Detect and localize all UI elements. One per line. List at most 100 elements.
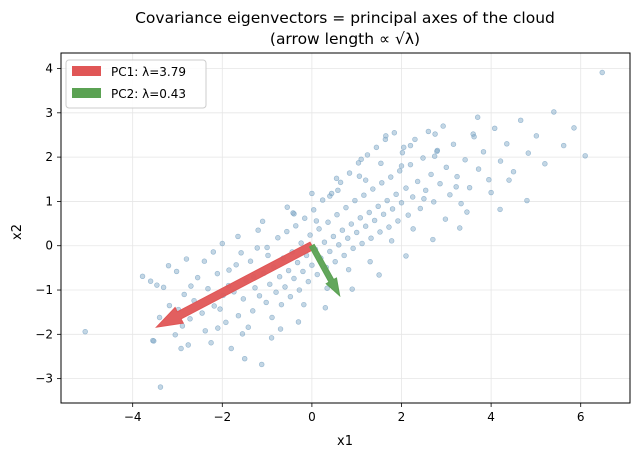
scatter-point <box>373 144 380 151</box>
scatter-point <box>542 161 548 167</box>
scatter-point <box>339 227 346 233</box>
scatter-point <box>475 166 482 172</box>
scatter-point <box>355 160 362 166</box>
legend-swatch-pc2 <box>72 88 101 98</box>
scatter-point <box>407 142 414 149</box>
scatter-point <box>466 184 473 191</box>
scatter-point <box>354 229 360 236</box>
scatter-point <box>356 173 363 179</box>
scatter-point <box>287 293 294 300</box>
scatter-point <box>256 293 263 299</box>
scatter-point <box>327 248 333 255</box>
scatter-point <box>309 262 315 268</box>
scatter-point <box>357 215 363 221</box>
scatter-point <box>172 332 178 338</box>
scatter-point <box>388 174 394 180</box>
scatter-point <box>470 131 476 137</box>
scatter-point <box>430 236 436 243</box>
scatter-point <box>241 355 248 362</box>
scatter-point <box>437 180 443 187</box>
scatter-point <box>443 164 450 171</box>
scatter-point <box>432 131 438 137</box>
scatter-point <box>199 310 205 316</box>
scatter-point <box>533 133 540 139</box>
scatter-point <box>156 314 163 321</box>
scatter-point <box>325 219 331 225</box>
scatter-point <box>341 252 347 259</box>
scatter-point <box>269 314 275 321</box>
scatter-point <box>497 158 504 164</box>
scatter-point <box>491 125 498 132</box>
eigenvector-arrows <box>155 241 341 328</box>
scatter-point <box>371 217 378 224</box>
plot-frame <box>60 52 631 404</box>
scatter-point <box>259 361 265 368</box>
scatter-point <box>208 340 214 346</box>
scatter-point <box>278 301 285 308</box>
scatter-point <box>185 342 191 348</box>
scatter-point <box>384 197 390 204</box>
y-tick-label: 4 <box>45 62 53 76</box>
scatter-point <box>228 345 234 352</box>
scatter-point <box>215 325 221 331</box>
scatter-point <box>457 225 463 231</box>
scatter-point <box>291 211 297 217</box>
scatter-point <box>571 125 577 131</box>
scatter-point <box>454 173 460 180</box>
scatter-point <box>375 203 381 209</box>
scatter-point <box>321 239 328 245</box>
scatter-point <box>393 191 399 198</box>
scatter-point <box>335 187 341 194</box>
scatter-point <box>330 233 337 240</box>
scatter-point <box>173 268 180 275</box>
scatter-point <box>410 194 416 200</box>
scatter-point <box>379 180 385 186</box>
scatter-point <box>497 206 503 213</box>
scatter-point <box>233 262 239 268</box>
scatter-point <box>265 252 271 259</box>
scatter-point <box>405 212 411 218</box>
scatter-point <box>599 69 605 76</box>
scatter-point <box>319 197 326 203</box>
scatter-point <box>235 233 241 240</box>
scatter-point <box>391 130 398 136</box>
scatter-point <box>417 205 424 212</box>
scatter-point <box>486 177 492 183</box>
scatter-point <box>284 204 290 210</box>
scatter-point <box>421 196 427 202</box>
scatter-point <box>314 271 320 278</box>
scatter-point <box>235 313 242 319</box>
scatter-point <box>345 266 352 273</box>
scatter-point <box>488 189 494 196</box>
scatter-point <box>309 190 315 197</box>
scatter-point <box>333 175 340 182</box>
scatter-point <box>239 331 246 337</box>
y-axis-label: x2 <box>10 224 25 240</box>
scatter-point <box>284 228 290 235</box>
scatter-point <box>506 177 512 183</box>
scatter-point <box>358 156 364 163</box>
scatter-point <box>205 285 211 292</box>
scatter-point <box>398 163 405 169</box>
scatter-point <box>210 249 217 255</box>
y-tick-label: 3 <box>45 106 53 120</box>
scatter-point <box>334 212 340 218</box>
scatter-point <box>313 218 320 224</box>
scatter-point <box>403 253 409 259</box>
scatter-point <box>82 328 88 335</box>
scatter-point <box>277 326 284 332</box>
scatter-point <box>157 384 164 390</box>
scatter-point <box>250 308 256 314</box>
scatter-point <box>378 160 384 167</box>
y-tick-label: −1 <box>35 283 53 297</box>
grid <box>61 53 630 403</box>
scatter-point <box>336 242 342 248</box>
scatter-point <box>348 221 355 227</box>
scatter-point <box>264 244 270 251</box>
scatter-point <box>366 209 372 216</box>
scatter-point <box>458 200 464 207</box>
scatter-point <box>403 185 409 191</box>
scatter-point <box>226 267 232 273</box>
scatter-point <box>238 250 244 256</box>
